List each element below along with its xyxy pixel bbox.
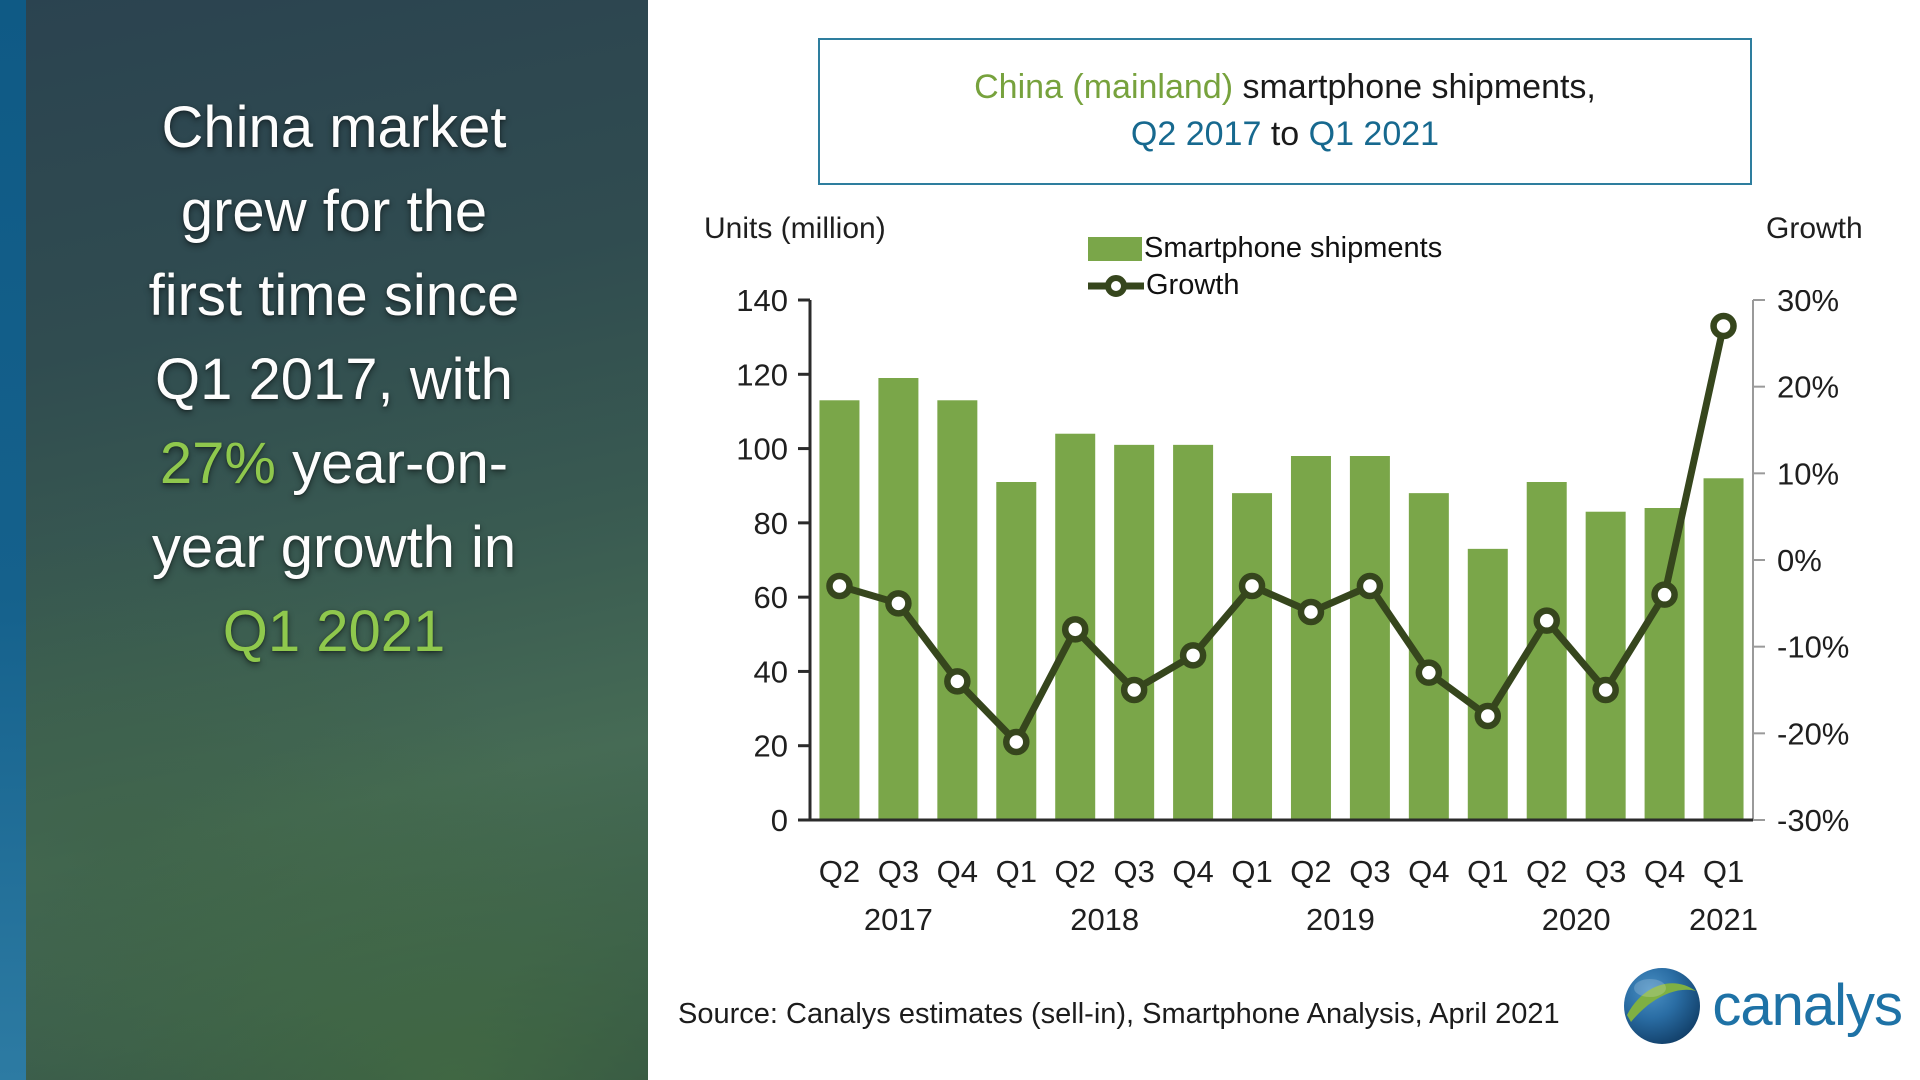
x-axis-quarter-label: Q3 xyxy=(878,854,919,889)
canalys-logo: canalys xyxy=(1622,966,1903,1046)
hero-line: China market xyxy=(161,95,507,160)
left-axis-tick-label: 140 xyxy=(736,290,788,318)
chart-title-line1: China (mainland) smartphone shipments, xyxy=(974,68,1596,106)
quarter-highlight: Q1 2021 xyxy=(222,599,446,664)
right-axis-tick-label: 0% xyxy=(1777,543,1822,578)
hero-line: Q1 2021 xyxy=(40,590,628,674)
left-accent-bar xyxy=(0,0,26,1080)
x-axis-quarter-label: Q1 xyxy=(996,854,1037,889)
left-axis-tick-label: 60 xyxy=(754,580,788,615)
x-axis-quarter-label: Q1 xyxy=(1231,854,1272,889)
legend-item-growth: Growth xyxy=(1088,267,1442,304)
growth-point-Q2-2020 xyxy=(1533,607,1560,634)
x-axis-quarter-label: Q3 xyxy=(1349,854,1390,889)
growth-point-Q2-2018 xyxy=(1061,616,1089,643)
left-axis-tick-label: 0 xyxy=(771,803,788,838)
x-axis-year-label: 2018 xyxy=(1070,902,1139,937)
growth-point-Q4-2020 xyxy=(1651,581,1678,608)
hero-line: first time since xyxy=(148,263,520,328)
left-axis-title: Units (million) xyxy=(704,212,886,245)
bar-Q4-2020 xyxy=(1644,508,1685,820)
x-axis-quarter-label: Q3 xyxy=(1113,854,1154,889)
hero-line: Q1 2017, with xyxy=(155,347,513,412)
legend: Smartphone shipments Growth xyxy=(1088,230,1442,304)
x-axis-quarter-label: Q2 xyxy=(1526,854,1567,889)
bar-Q2-2019 xyxy=(1290,456,1331,820)
growth-legend-line-icon xyxy=(1088,274,1144,297)
right-axis-tick-label: 10% xyxy=(1777,456,1839,491)
shipments-legend-swatch-icon xyxy=(1088,236,1142,261)
right-axis-tick-label: 20% xyxy=(1777,370,1839,405)
x-axis-quarter-label: Q4 xyxy=(1644,854,1685,889)
hero-headline: China market grew for the first time sin… xyxy=(40,86,628,674)
canalys-logo-wordmark: canalys xyxy=(1712,973,1903,1038)
chart-panel: China (mainland) smartphone shipments, Q… xyxy=(648,0,1920,1080)
growth-point-Q2-2019 xyxy=(1297,598,1325,626)
bar-Q1-2018 xyxy=(996,482,1037,820)
growth-percent-highlight: 27% xyxy=(159,431,276,496)
x-axis-quarter-label: Q3 xyxy=(1585,854,1626,889)
x-axis-year-label: 2017 xyxy=(864,902,933,937)
left-axis-tick-label: 20 xyxy=(754,729,788,764)
growth-point-Q4-2017 xyxy=(944,668,971,695)
x-axis-quarter-label: Q4 xyxy=(937,854,978,889)
hero-panel: China market grew for the first time sin… xyxy=(0,0,648,1080)
x-axis-quarter-label: Q4 xyxy=(1408,854,1449,889)
x-axis-quarter-label: Q2 xyxy=(819,854,860,889)
x-axis-quarter-label: Q2 xyxy=(1290,854,1331,889)
x-axis-year-label: 2021 xyxy=(1689,902,1758,937)
growth-point-Q1-2021 xyxy=(1710,312,1737,340)
legend-shipments-label: Smartphone shipments xyxy=(1144,232,1443,264)
hero-line: grew for the xyxy=(180,179,488,244)
growth-point-Q3-2019 xyxy=(1356,572,1384,600)
legend-growth-label: Growth xyxy=(1146,269,1240,301)
right-axis-title: Growth xyxy=(1766,212,1863,245)
hero-line: 27% year-on- xyxy=(159,431,509,496)
x-axis-quarter-label: Q4 xyxy=(1172,854,1213,889)
right-axis-tick-label: -10% xyxy=(1777,630,1849,665)
growth-point-Q3-2017 xyxy=(885,590,912,617)
x-axis-quarter-label: Q2 xyxy=(1055,854,1096,889)
legend-item-shipments: Smartphone shipments xyxy=(1088,230,1442,267)
bar-Q1-2019 xyxy=(1232,493,1273,820)
left-axis-tick-label: 100 xyxy=(736,432,788,467)
right-axis-tick-label: -20% xyxy=(1777,716,1849,751)
growth-point-Q1-2018 xyxy=(1003,728,1030,756)
left-axis-tick-label: 120 xyxy=(736,357,788,392)
bar-Q2-2020 xyxy=(1526,482,1567,820)
growth-point-Q1-2019 xyxy=(1238,572,1266,600)
x-axis-year-label: 2020 xyxy=(1542,902,1611,937)
x-axis-quarter-label: Q1 xyxy=(1467,854,1508,889)
bar-Q4-2017 xyxy=(937,400,978,820)
source-note: Source: Canalys estimates (sell-in), Sma… xyxy=(678,998,1560,1030)
right-axis-tick-label: 30% xyxy=(1777,290,1839,318)
growth-point-Q3-2018 xyxy=(1120,676,1148,704)
chart-title-box: China (mainland) smartphone shipments, Q… xyxy=(818,38,1752,185)
growth-point-Q4-2019 xyxy=(1415,659,1443,686)
canalys-logo-globe-icon xyxy=(1624,968,1701,1044)
growth-point-Q1-2020 xyxy=(1474,702,1502,730)
right-axis-tick-label: -30% xyxy=(1777,803,1849,838)
hero-line: year growth in xyxy=(151,515,517,580)
bar-Q3-2018 xyxy=(1114,444,1155,820)
bar-Q3-2019 xyxy=(1349,456,1390,820)
x-axis-year-label: 2019 xyxy=(1306,902,1375,937)
bar-Q1-2021 xyxy=(1703,478,1744,820)
growth-point-Q3-2020 xyxy=(1592,676,1619,704)
chart-title-line2: Q2 2017 to Q1 2021 xyxy=(1130,115,1440,153)
bar-Q1-2020 xyxy=(1467,548,1508,820)
bar-Q4-2018 xyxy=(1173,444,1214,820)
shipments-growth-chart: 140 120 100 80 60 40 20 0 30% 20% 10% 0% -10% -20% -30… xyxy=(736,290,1849,937)
x-axis-quarter-label: Q1 xyxy=(1703,854,1744,889)
left-axis-tick-label: 40 xyxy=(754,654,788,689)
growth-point-Q4-2018 xyxy=(1179,642,1207,669)
left-axis-tick-label: 80 xyxy=(754,506,788,541)
growth-line xyxy=(838,325,1727,746)
growth-point-Q2-2017 xyxy=(826,572,853,600)
bar-Q2-2017 xyxy=(819,400,860,820)
